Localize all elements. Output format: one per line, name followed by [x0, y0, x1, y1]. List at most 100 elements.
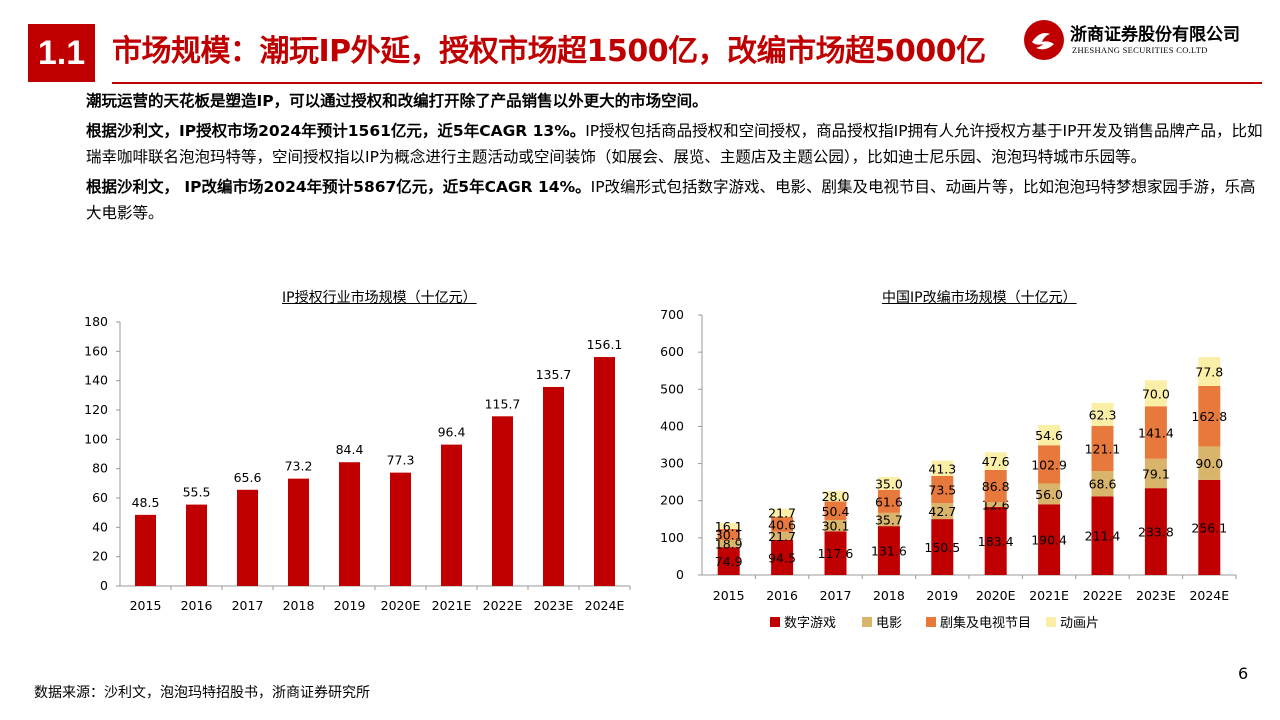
stack-segment-2 [931, 475, 954, 504]
stack-segment-1 [877, 512, 900, 527]
data-label: 54.6 [1035, 428, 1063, 443]
data-label: 16.1 [715, 519, 743, 534]
y-tick-label: 100 [660, 530, 684, 545]
data-label: 73.2 [285, 459, 313, 474]
bar [288, 478, 309, 586]
bar [237, 489, 258, 586]
adaptation-chart-title: 中国IP改编市场规模（十亿元） [882, 290, 1077, 306]
zheshang-logo-icon [1024, 20, 1064, 60]
data-label: 183.4 [978, 534, 1014, 549]
y-tick-label: 60 [92, 490, 108, 505]
data-label: 86.8 [982, 479, 1010, 494]
data-label: 56.0 [1035, 487, 1063, 502]
data-label: 18.9 [715, 537, 743, 552]
data-label: 35.7 [875, 512, 903, 527]
y-tick-label: 100 [84, 431, 108, 446]
data-label: 47.6 [982, 454, 1010, 469]
data-label: 162.8 [1191, 409, 1227, 424]
data-label: 41.3 [928, 461, 956, 476]
data-label: 74.9 [715, 554, 743, 569]
data-label: 30.1 [715, 528, 743, 543]
bar [186, 504, 207, 586]
x-tick-label: 2020E [976, 588, 1016, 603]
legend-label: 动画片 [1060, 616, 1099, 631]
y-tick-label: 20 [92, 549, 108, 564]
stack-segment-2 [1038, 445, 1061, 484]
x-tick-label: 2022E [1083, 588, 1123, 603]
data-label: 21.7 [768, 529, 796, 544]
y-tick-label: 180 [84, 314, 108, 329]
section-number-badge: 1.1 [28, 24, 95, 82]
stack-segment-2 [1198, 385, 1221, 447]
x-tick-label: 2024E [585, 598, 625, 613]
bar [390, 472, 411, 586]
stack-segment-1 [931, 503, 954, 520]
data-label: 35.0 [875, 476, 903, 491]
x-tick-label: 2018 [873, 588, 905, 603]
stack-segment-2 [877, 489, 900, 513]
y-tick-label: 200 [660, 493, 684, 508]
paragraph-licensing: 根据沙利文，IP授权市场2024年预计1561亿元，近5年CAGR 13%。IP… [86, 118, 1266, 170]
y-tick-label: 500 [660, 381, 684, 396]
data-label: 61.6 [875, 494, 903, 509]
stack-segment-3 [877, 476, 900, 490]
licensing-highlight: 根据沙利文，IP授权市场2024年预计1561亿元，近5年CAGR 13%。 [86, 122, 586, 140]
bar [492, 416, 513, 586]
stack-segment-0 [984, 506, 1007, 575]
data-label: 84.4 [336, 442, 364, 457]
stack-segment-3 [1091, 402, 1114, 427]
x-tick-label: 2015 [713, 588, 745, 603]
data-label: 77.3 [387, 453, 415, 468]
stack-segment-1 [717, 540, 740, 548]
x-tick-label: 2015 [130, 598, 162, 613]
data-label: 30.1 [822, 519, 850, 534]
data-label: 156.1 [587, 337, 623, 352]
stack-segment-2 [771, 516, 794, 532]
adaptation-detail: IP改编形式包括数字游戏、电影、剧集及电视节目、动画片等，比如泡泡玛特梦想家园手… [86, 178, 1256, 222]
stack-segment-2 [1144, 406, 1167, 459]
data-label: 28.0 [822, 489, 850, 504]
y-tick-label: 300 [660, 456, 684, 471]
data-label: 90.0 [1195, 456, 1223, 471]
data-label: 94.5 [768, 550, 796, 565]
body-text: 潮玩运营的天花板是塑造IP，可以通过授权和改编打开除了产品销售以外更大的市场空间… [86, 88, 1266, 230]
data-label: 121.1 [1085, 442, 1121, 457]
stack-segment-2 [717, 528, 740, 541]
licensing-detail: IP授权包括商品授权和空间授权，商品授权指IP拥有人允许授权方基于IP开发及销售… [86, 122, 1263, 166]
bar [594, 357, 615, 586]
data-label: 40.6 [768, 517, 796, 532]
bar [441, 444, 462, 586]
y-tick-label: 400 [660, 418, 684, 433]
x-tick-label: 2023E [1136, 588, 1176, 603]
stack-segment-0 [1198, 479, 1221, 575]
data-label: 233.8 [1138, 525, 1174, 540]
paragraph-intro: 潮玩运营的天花板是塑造IP，可以通过授权和改编打开除了产品销售以外更大的市场空间… [86, 92, 708, 110]
bar [339, 462, 360, 586]
x-tick-label: 2021E [432, 598, 472, 613]
y-tick-label: 600 [660, 344, 684, 359]
data-label: 79.1 [1142, 466, 1170, 481]
data-label: 190.4 [1031, 533, 1067, 548]
stack-segment-1 [984, 502, 1007, 507]
data-label: 256.1 [1191, 520, 1227, 535]
legend-label: 电影 [876, 616, 902, 631]
data-label: 48.5 [132, 495, 160, 510]
stack-segment-1 [771, 531, 794, 540]
x-tick-label: 2017 [232, 598, 264, 613]
data-source-note: 数据来源：沙利文，泡泡玛特招股书，浙商证券研究所 [34, 685, 370, 701]
y-tick-label: 0 [676, 567, 684, 582]
y-tick-label: 0 [100, 578, 108, 593]
data-label: 55.5 [183, 485, 211, 500]
stack-segment-1 [1198, 446, 1221, 480]
x-tick-label: 2019 [334, 598, 366, 613]
data-label: 73.5 [928, 483, 956, 498]
data-label: 102.9 [1031, 457, 1067, 472]
y-tick-label: 160 [84, 343, 108, 358]
title-divider [112, 82, 1262, 84]
stack-segment-3 [771, 508, 794, 517]
y-tick-label: 40 [92, 519, 108, 534]
stack-segment-0 [1091, 496, 1114, 575]
data-label: 62.3 [1089, 407, 1117, 422]
stack-segment-2 [984, 469, 1007, 503]
stack-segment-0 [717, 547, 740, 575]
